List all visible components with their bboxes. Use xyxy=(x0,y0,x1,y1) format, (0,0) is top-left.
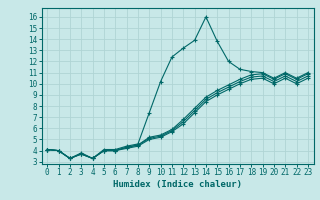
X-axis label: Humidex (Indice chaleur): Humidex (Indice chaleur) xyxy=(113,180,242,189)
